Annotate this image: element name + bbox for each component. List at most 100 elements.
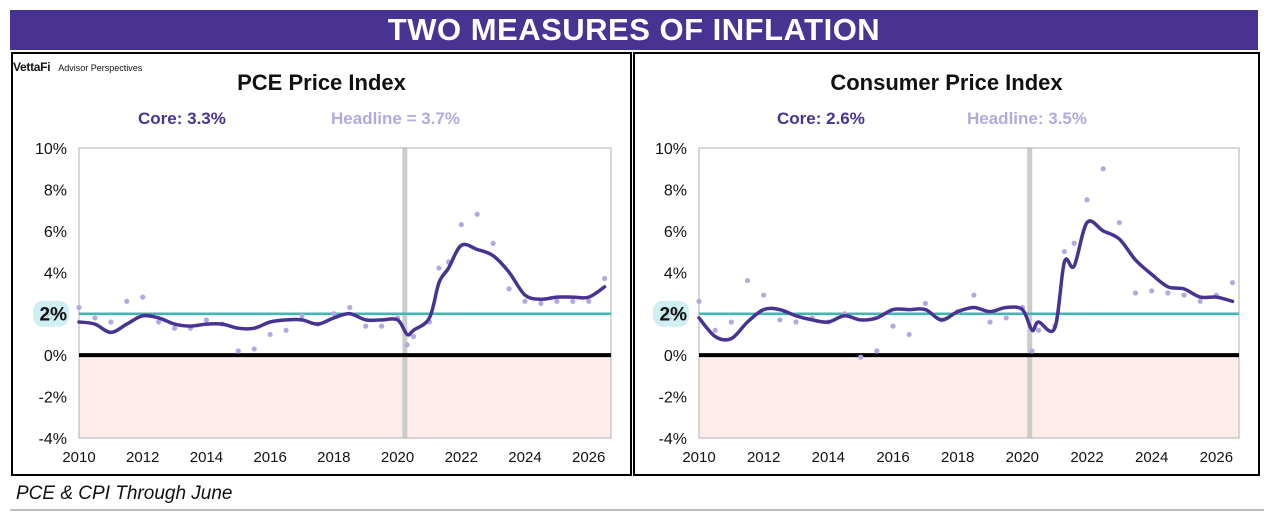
pce-headline-point [251,346,257,352]
cpi-x-tick-label: 2014 [812,449,845,466]
cpi-headline-point [1197,298,1203,304]
pce-y-tick-label: 6% [44,224,67,241]
cpi-chart-title: Consumer Price Index [830,70,1063,95]
cpi-headline-point [906,331,912,338]
pce-x-tick-label: 2026 [572,449,605,466]
cpi-x-tick-label: 2022 [1070,449,1103,466]
cpi-headline-point [1029,348,1035,354]
cpi-headline-point [1071,240,1077,246]
pce-y-tick-label: -2% [39,390,67,407]
pce-y-tick-label: 4% [44,265,67,282]
pce-recession-band [402,148,408,438]
pce-headline-point [140,294,146,300]
cpi-headline-point [1149,288,1155,294]
pce-headline-label: Headline = 3.7% [331,109,460,128]
cpi-headline-point [744,277,751,284]
cpi-headline-point [728,319,734,325]
pce-headline-point [235,348,241,354]
logo-subbrand: Advisor Perspectives [58,63,143,73]
cpi-headline-point [1100,166,1106,172]
vettafi-logo: VettaFi Advisor Perspectives [13,60,142,74]
pce-headline-point [458,222,464,228]
cpi-headline-point [971,292,977,298]
cpi-y-tick-label: -2% [659,390,687,407]
cpi-x-tick-label: 2020 [1006,449,1039,466]
pce-x-tick-label: 2022 [445,449,478,466]
cpi-x-tick-label: 2024 [1135,449,1168,466]
cpi-y-tick-label: 0% [664,348,687,365]
cpi-headline-point [761,292,767,298]
cpi-panel: Consumer Price Index Core: 2.6% Headline… [633,52,1260,476]
pce-headline-point [554,298,560,304]
pce-headline-point [379,323,385,329]
pce-headline-point [108,319,114,325]
pce-headline-point [602,275,608,282]
cpi-negative-zone [699,355,1239,438]
cpi-headline-point [874,348,880,354]
cpi-headline-point [1132,290,1139,296]
pce-y-tick-label: 0% [44,348,67,365]
pce-target-label-glow [33,300,69,327]
cpi-headline-point [987,319,993,325]
pce-headline-point [586,298,592,304]
pce-headline-point [203,317,210,323]
cpi-recession-band [1027,148,1033,438]
cpi-headline-point [858,354,864,360]
pce-headline-point [436,265,442,271]
cpi-headline-point [1061,248,1067,255]
pce-headline-point [283,327,289,333]
pce-target-label: 2% [40,305,68,326]
pce-headline-point [299,313,305,319]
pce-headline-point [474,211,480,217]
cpi-x-tick-label: 2012 [747,449,780,466]
pce-y-tick-label: -4% [39,431,67,448]
cpi-headline-point [1084,197,1090,203]
cpi-headline-point [1165,290,1171,296]
pce-x-tick-label: 2018 [317,449,350,466]
pce-negative-zone [79,355,611,438]
pce-x-tick-label: 2016 [253,449,286,466]
pce-headline-point [490,240,496,246]
cpi-x-tick-label: 2010 [682,449,715,466]
pce-headline-point [522,298,528,304]
cpi-headline-point [1035,327,1042,333]
cpi-headline-point [793,319,799,325]
cpi-y-tick-label: 4% [664,265,687,282]
pce-headline-point [76,304,82,311]
cpi-headline-point [712,327,718,333]
pce-panel: VettaFi Advisor Perspectives PCE Price In… [11,52,632,476]
pce-headline-point [347,304,353,311]
pce-x-tick-label: 2020 [381,449,414,466]
cpi-y-tick-label: 8% [664,182,687,199]
pce-headline-point [538,300,544,306]
cpi-target-label-glow [653,300,689,327]
pce-y-tick-label: 8% [44,182,67,199]
page-banner-title: TWO MEASURES OF INFLATION [10,10,1258,50]
pce-headline-point [156,319,162,325]
cpi-chart: 10% 8% 6% 4% 2% 0% -2% -4%2010 2012 2014 2016 2018 2… [653,141,1240,466]
cpi-x-tick-label: 2026 [1200,449,1233,466]
cpi-target-label: 2% [660,305,688,326]
cpi-core-line [697,219,1235,342]
pce-plot-frame [78,147,612,439]
cpi-headline-point [1116,219,1122,226]
logo-brand: VettaFi [13,60,51,74]
cpi-headline-point [890,323,896,329]
cpi-y-tick-label: 6% [664,224,687,241]
pce-chart: 10% 8% 6% 4% 2% 0% -2% -4%2010 2012 2014 2016 2018 2… [33,141,612,466]
pce-headline-point [410,333,417,340]
cpi-headline-point [1229,280,1236,286]
pce-headline-point [267,331,273,338]
pce-headline-point [331,311,337,317]
cpi-headline-point [1181,292,1187,298]
pce-x-tick-label: 2012 [126,449,159,466]
pce-headline-point [92,315,98,321]
cpi-headline-label: Headline: 3.5% [967,109,1087,128]
cpi-plot-frame [698,147,1240,439]
cpi-x-tick-label: 2016 [876,449,909,466]
cpi-x-tick-label: 2018 [941,449,974,466]
cpi-core-label: Core: 2.6% [777,109,865,128]
pce-chart-title: PCE Price Index [237,70,406,95]
footer-divider [10,509,1264,511]
footer-note: PCE & CPI Through June [16,483,233,504]
